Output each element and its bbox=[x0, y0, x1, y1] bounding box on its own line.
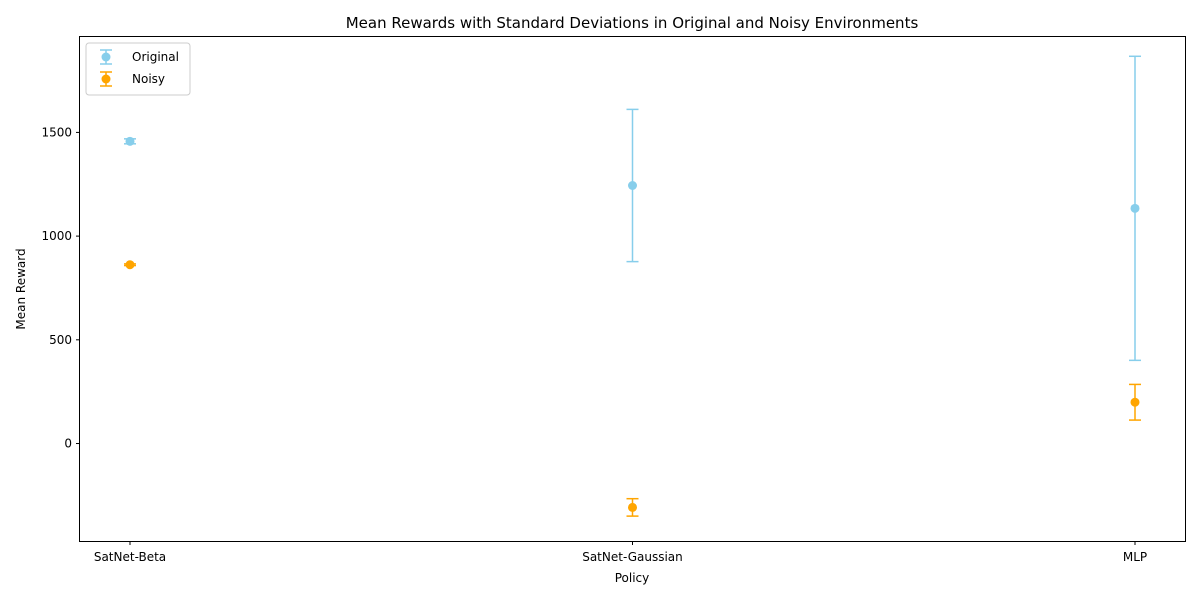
chart-title: Mean Rewards with Standard Deviations in… bbox=[346, 14, 919, 32]
y-tick-label: 500 bbox=[49, 333, 72, 347]
legend-item-noisy: Noisy bbox=[100, 71, 165, 87]
legend-label: Original bbox=[132, 50, 179, 64]
series-noisy bbox=[124, 260, 1141, 517]
x-axis: SatNet-Beta SatNet-Gaussian MLP bbox=[94, 541, 1147, 564]
legend-box bbox=[85, 42, 191, 96]
y-tick-label: 1500 bbox=[41, 125, 72, 139]
y-tick-label: 1000 bbox=[41, 229, 72, 243]
series-original bbox=[124, 55, 1141, 362]
data-point bbox=[1130, 397, 1140, 407]
legend: Original Noisy bbox=[85, 42, 191, 96]
y-axis: 0 500 1000 1500 bbox=[41, 125, 80, 451]
y-axis-label: Mean Reward bbox=[14, 248, 28, 329]
data-point bbox=[125, 136, 135, 146]
data-point bbox=[628, 502, 637, 512]
x-tick-label: MLP bbox=[1123, 550, 1147, 564]
data-point bbox=[628, 181, 637, 191]
plot-area bbox=[124, 55, 1141, 517]
y-tick-label: 0 bbox=[64, 437, 72, 451]
data-point bbox=[1130, 203, 1140, 213]
x-tick-label: SatNet-Beta bbox=[94, 550, 166, 564]
x-axis-label: Policy bbox=[615, 571, 650, 585]
legend-marker bbox=[101, 52, 111, 62]
legend-marker bbox=[101, 74, 111, 84]
legend-label: Noisy bbox=[132, 72, 165, 86]
x-tick-label: SatNet-Gaussian bbox=[582, 550, 683, 564]
data-point bbox=[125, 260, 135, 270]
legend-item-original: Original bbox=[100, 49, 179, 65]
